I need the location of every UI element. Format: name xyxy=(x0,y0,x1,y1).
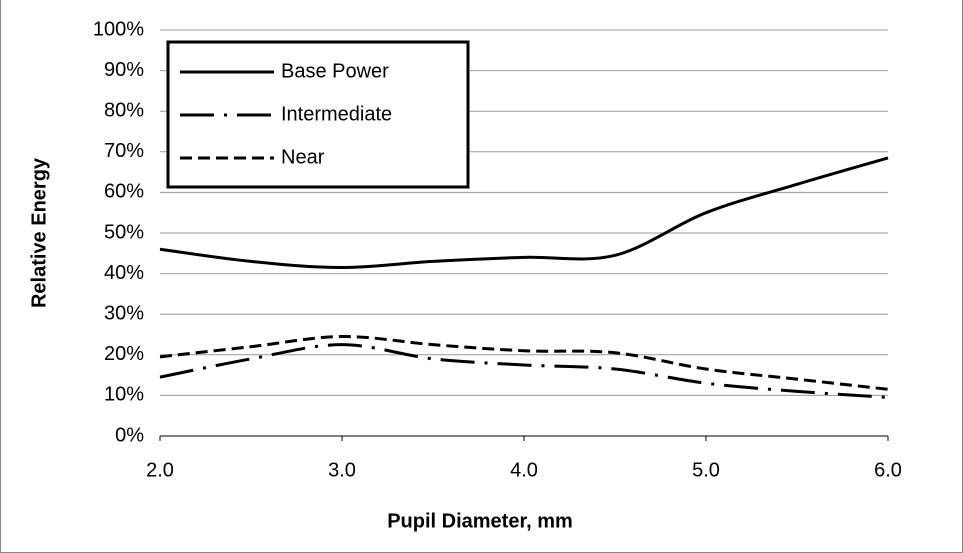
y-tick-label: 50% xyxy=(104,221,144,243)
x-tick-label: 2.0 xyxy=(146,459,174,481)
series-line xyxy=(159,156,889,270)
y-tick-label: 0% xyxy=(115,424,144,446)
legend-label: Base Power xyxy=(281,60,389,82)
x-tick-label: 4.0 xyxy=(510,459,538,481)
y-tick-label: 10% xyxy=(104,384,144,406)
legend-box xyxy=(166,40,470,189)
series-line xyxy=(159,335,889,391)
x-tick-label: 3.0 xyxy=(328,459,356,481)
x-axis-label: Pupil Diameter, mm xyxy=(387,510,573,532)
y-tick-label: 70% xyxy=(104,140,144,162)
legend-label: Intermediate xyxy=(281,103,392,125)
x-tick-label: 5.0 xyxy=(692,459,720,481)
y-tick-label: 60% xyxy=(104,181,144,203)
y-tick-label: 80% xyxy=(104,99,144,121)
y-tick-label: 20% xyxy=(104,343,144,365)
y-axis-label: Relative Energy xyxy=(28,157,50,308)
y-tick-label: 90% xyxy=(104,59,144,81)
y-tick-label: 30% xyxy=(104,302,144,324)
series-line xyxy=(159,343,889,399)
y-tick-label: 40% xyxy=(104,262,144,284)
y-tick-label: 100% xyxy=(93,18,144,40)
x-tick-label: 6.0 xyxy=(874,459,902,481)
legend-label: Near xyxy=(281,146,325,168)
